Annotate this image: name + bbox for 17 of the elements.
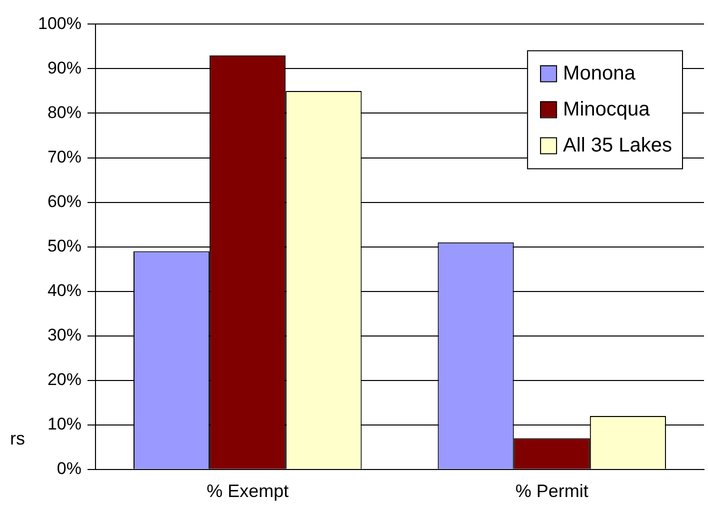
x-tick-label: % Exempt (206, 481, 289, 502)
y-tick-label: 90% (47, 58, 82, 78)
y-tick-label: 0% (56, 459, 82, 478)
y-tick-label: 50% (47, 236, 82, 256)
y-tick-label: 60% (47, 192, 82, 211)
y-tick-label: 100% (38, 14, 82, 33)
y-tick-label: 80% (47, 102, 82, 122)
legend-label: All 35 Lakes (563, 134, 672, 157)
legend-label: Minocqua (563, 98, 651, 121)
y-axis-title: rs (10, 428, 25, 448)
y-tick-label: 40% (47, 281, 82, 300)
x-tick-label: % Permit (515, 481, 588, 502)
legend-label: Monona (563, 62, 636, 85)
y-tick-label: 20% (47, 370, 82, 390)
y-tick-label: 70% (47, 147, 82, 166)
y-tick-label: 30% (47, 326, 82, 345)
y-tick-label: 10% (47, 414, 82, 434)
